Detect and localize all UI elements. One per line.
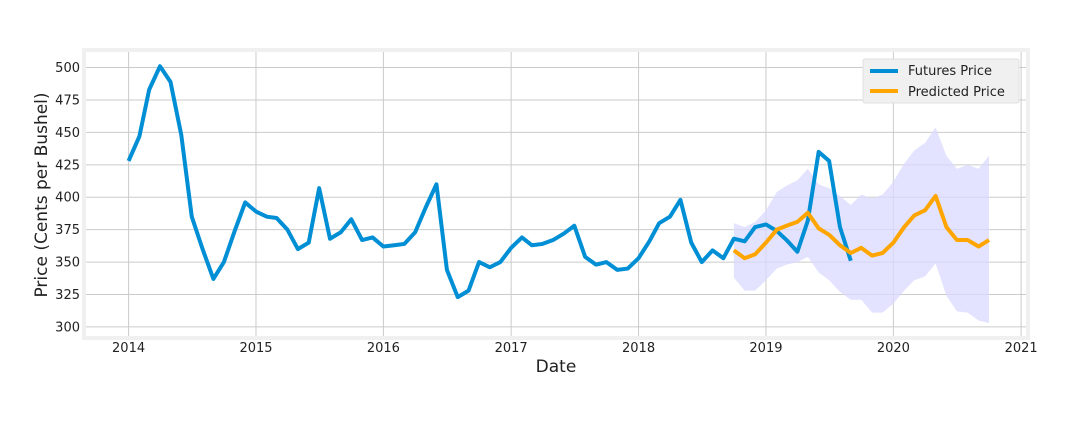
y-tick-label: 375 [55, 223, 80, 238]
x-tick-label: 2016 [367, 341, 400, 356]
x-tick-label: 2021 [1005, 341, 1038, 356]
y-tick-label: 450 [55, 126, 80, 141]
predicted-price-line [732, 193, 991, 261]
x-tick-label: 2014 [112, 341, 145, 356]
x-tick-label: 2019 [749, 341, 782, 356]
x-tick-label: 2020 [877, 341, 910, 356]
y-tick-label: 500 [55, 61, 80, 76]
y-axis-label: Price (Cents per Bushel) [32, 92, 52, 297]
y-tick-label: 475 [55, 93, 80, 108]
legend-box [862, 58, 1020, 104]
y-tick-label: 400 [55, 191, 80, 206]
x-axis-ticks: 2014 2015 2016 2017 2018 2019 2020 2021 [112, 341, 1038, 356]
x-tick-label: 2017 [495, 341, 528, 356]
futures-price-line [126, 64, 853, 300]
legend-label-predicted: Predicted Price [908, 85, 1005, 100]
x-axis-label: Date [536, 357, 577, 377]
y-axis-ticks: 300 325 350 375 400 425 450 475 500 [55, 61, 80, 335]
y-tick-label: 350 [55, 256, 80, 271]
x-tick-label: 2018 [622, 341, 655, 356]
legend: Futures Price Predicted Price [862, 58, 1020, 104]
confidence-band-group [733, 127, 989, 324]
x-tick-label: 2015 [239, 341, 272, 356]
y-tick-label: 425 [55, 158, 80, 173]
prediction-confidence-band [733, 127, 989, 324]
y-tick-label: 325 [55, 288, 80, 303]
legend-label-futures: Futures Price [908, 64, 992, 79]
series-group [126, 64, 991, 300]
y-tick-label: 300 [55, 320, 80, 335]
